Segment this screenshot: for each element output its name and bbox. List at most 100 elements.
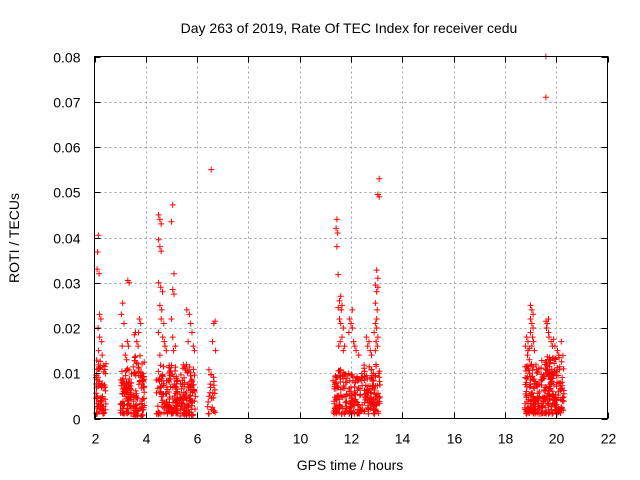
- data-point: [155, 410, 161, 417]
- data-point: [208, 371, 215, 378]
- data-point: [168, 316, 175, 322]
- data-point: [560, 365, 567, 372]
- data-point: [331, 398, 338, 405]
- data-point: [549, 355, 556, 362]
- data-point: [542, 359, 549, 365]
- data-point: [528, 306, 535, 313]
- data-point: [122, 367, 129, 374]
- data-point: [353, 347, 360, 354]
- data-point: [555, 372, 561, 379]
- data-point: [166, 370, 173, 377]
- data-point: [539, 402, 546, 409]
- data-point: [558, 386, 565, 393]
- data-point: [346, 316, 353, 322]
- data-point: [332, 404, 339, 411]
- data-point: [173, 388, 180, 395]
- data-point: [176, 391, 183, 398]
- data-point: [366, 363, 373, 370]
- data-point: [349, 372, 355, 378]
- x-tick-label: 12: [344, 431, 360, 447]
- data-point: [96, 311, 103, 318]
- data-point: [525, 338, 531, 345]
- data-point: [174, 410, 181, 417]
- data-point: [362, 396, 369, 403]
- data-point: [172, 343, 179, 350]
- data-point: [376, 193, 383, 200]
- data-point: [131, 357, 138, 364]
- data-point: [349, 306, 356, 313]
- data-point: [522, 390, 529, 397]
- data-point: [351, 397, 358, 404]
- data-point: [355, 410, 361, 416]
- data-point: [124, 338, 131, 345]
- data-point: [171, 291, 177, 298]
- data-point: [96, 270, 103, 277]
- data-point: [538, 377, 545, 384]
- data-point: [539, 376, 546, 383]
- data-point: [552, 402, 559, 409]
- data-point: [170, 347, 177, 354]
- data-point: [156, 243, 163, 250]
- data-point: [139, 396, 146, 403]
- data-point: [119, 343, 126, 350]
- data-point: [187, 320, 194, 327]
- data-point: [371, 329, 378, 336]
- data-point: [119, 300, 126, 307]
- data-point: [340, 325, 347, 331]
- data-point: [157, 384, 163, 390]
- y-tick-label: 0.05: [53, 185, 80, 201]
- data-point: [361, 373, 368, 380]
- data-point: [363, 391, 369, 398]
- data-point: [158, 248, 165, 255]
- y-tick-label: 0.08: [53, 50, 80, 66]
- data-point: [102, 387, 109, 394]
- data-point: [191, 406, 198, 413]
- data-point: [333, 225, 340, 232]
- data-point: [559, 374, 566, 381]
- data-point: [212, 347, 219, 354]
- y-tick-label: 0: [73, 412, 81, 428]
- data-point: [179, 377, 186, 384]
- data-point: [526, 356, 533, 363]
- data-point: [356, 392, 363, 399]
- data-point: [180, 410, 187, 417]
- data-point: [159, 288, 166, 295]
- data-point: [363, 334, 370, 341]
- data-point: [336, 297, 343, 304]
- data-point: [171, 270, 177, 277]
- data-point: [522, 363, 529, 370]
- data-point: [123, 356, 130, 363]
- data-point: [130, 363, 137, 370]
- data-point: [374, 275, 381, 282]
- data-point: [550, 371, 557, 378]
- y-tick-label: 0.03: [53, 276, 80, 292]
- data-point: [538, 365, 545, 371]
- data-point: [368, 352, 375, 359]
- x-tick-label: 20: [549, 431, 565, 447]
- data-point: [527, 383, 534, 390]
- data-point: [558, 338, 565, 345]
- y-tick-label: 0.02: [53, 321, 80, 337]
- x-tick-label: 16: [447, 431, 463, 447]
- data-point: [376, 175, 383, 182]
- data-point: [133, 402, 140, 408]
- data-point: [372, 320, 379, 327]
- data-point: [161, 338, 168, 345]
- data-point: [335, 304, 342, 311]
- data-point: [154, 403, 161, 410]
- data-point: [94, 394, 101, 401]
- data-point: [130, 398, 137, 405]
- data-point: [206, 393, 213, 400]
- data-point: [527, 377, 534, 383]
- data-point: [373, 288, 380, 295]
- data-point: [530, 325, 537, 331]
- data-point: [346, 407, 353, 414]
- data-point: [176, 400, 183, 407]
- data-point: [530, 311, 537, 318]
- data-point: [207, 389, 213, 396]
- data-point: [354, 387, 361, 394]
- data-point: [543, 370, 550, 377]
- data-point: [524, 374, 531, 381]
- data-point: [337, 338, 344, 345]
- data-point: [160, 363, 167, 370]
